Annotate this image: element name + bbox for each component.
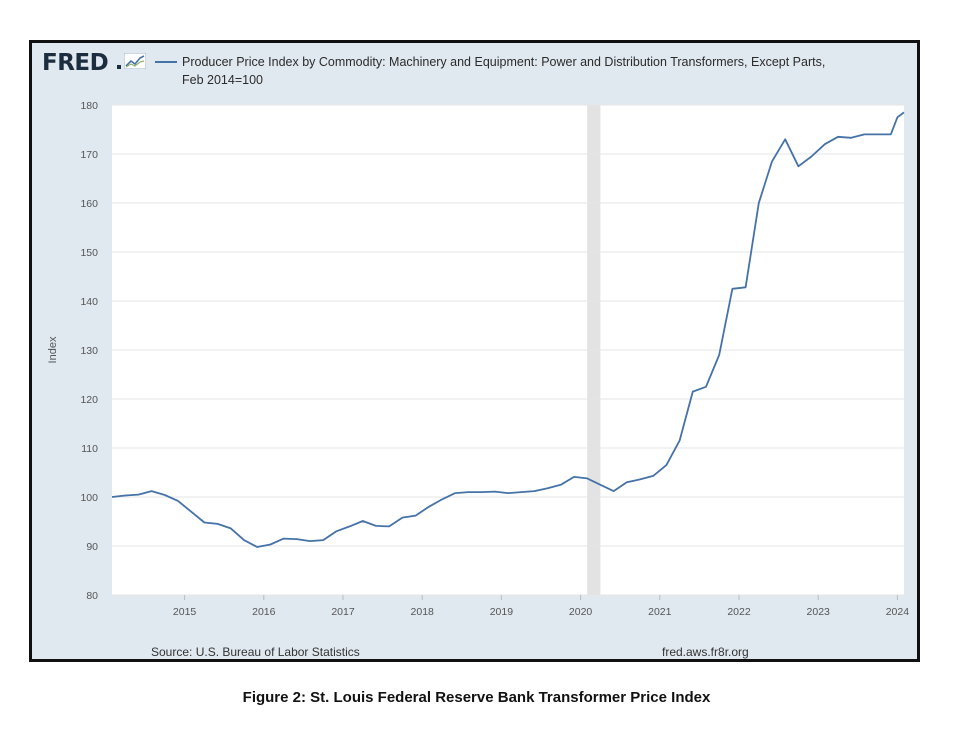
- x-tick-label: 2019: [490, 606, 514, 618]
- y-axis-ticks: 80 90 100 110 120 130 140 150 160 170 180: [80, 100, 98, 602]
- legend-label: Producer Price Index by Commodity: Machi…: [182, 53, 882, 89]
- line-chart: 80 90 100 110 120 130 140 150 160 170 180 2015 2016…: [47, 100, 909, 618]
- y-tick-label: 180: [80, 100, 98, 112]
- y-tick-label: 80: [86, 590, 98, 602]
- x-tick-label: 2020: [569, 606, 593, 618]
- y-tick-label: 160: [80, 198, 98, 210]
- x-tick-label: 2018: [411, 606, 435, 618]
- gridlines: [112, 104, 904, 596]
- y-axis-label: Index: [47, 336, 59, 363]
- y-tick-label: 140: [80, 296, 98, 308]
- x-tick-label: 2016: [252, 606, 276, 618]
- source-note: Source: U.S. Bureau of Labor Statistics: [151, 645, 360, 659]
- x-tick-label: 2023: [807, 606, 831, 618]
- fred-graph-icon: [124, 53, 146, 69]
- y-tick-label: 130: [80, 345, 98, 357]
- series-line-ppi-transformers: [111, 111, 905, 548]
- x-tick-label: 2022: [727, 606, 751, 618]
- x-tick-label: 2015: [173, 606, 197, 618]
- y-tick-label: 120: [80, 394, 98, 406]
- y-tick-label: 90: [86, 541, 98, 553]
- y-tick-label: 110: [81, 443, 98, 455]
- chart-frame: FRED Producer Price Index by Commodity: …: [29, 40, 920, 662]
- legend-line-1: Producer Price Index by Commodity: Machi…: [182, 55, 826, 69]
- figure-caption: Figure 2: St. Louis Federal Reserve Bank…: [242, 689, 711, 706]
- y-tick-label: 150: [80, 247, 98, 259]
- legend-swatch: [155, 61, 177, 63]
- x-tick-label: 2024: [886, 606, 910, 618]
- y-tick-label: 100: [80, 492, 98, 504]
- y-tick-label: 170: [80, 149, 98, 161]
- fred-logo-dot: [117, 65, 121, 69]
- x-tick-label: 2017: [331, 606, 355, 618]
- fred-logo: FRED: [42, 50, 109, 76]
- x-tick-label: 2021: [648, 606, 672, 618]
- legend-line-2: Feb 2014=100: [182, 73, 263, 87]
- site-url: fred.aws.fr8r.org: [662, 645, 749, 659]
- x-axis-ticks: 2015 2016 2017 2018 2019 2020 2021 2022 2023 2024: [173, 595, 909, 618]
